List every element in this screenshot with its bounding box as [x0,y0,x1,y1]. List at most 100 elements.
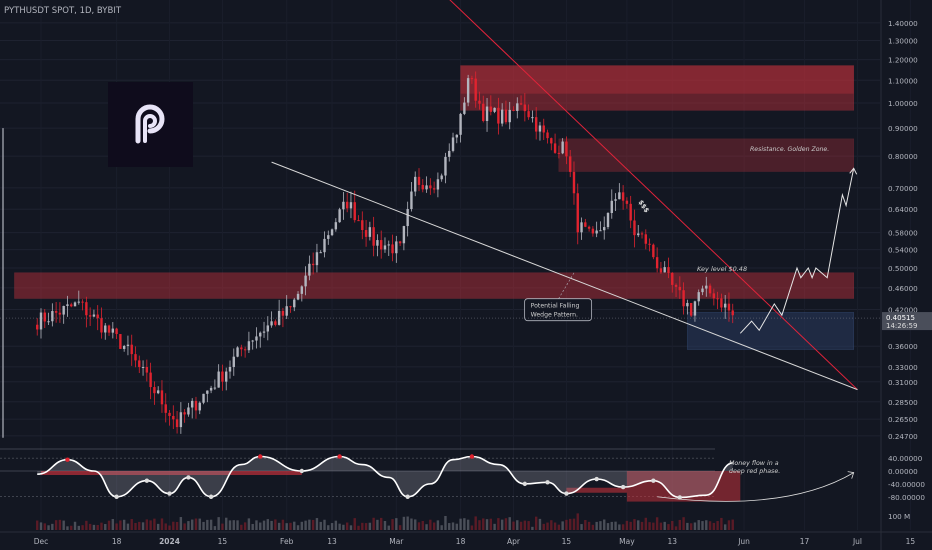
candle [349,202,353,209]
volume-bar [463,518,466,530]
volume-bar [70,525,73,530]
candle [387,244,390,246]
volume-bar [606,523,610,530]
candle [410,191,413,210]
candle [209,387,213,391]
volume-bar [323,519,326,530]
volume-bar [712,522,716,530]
time-axis[interactable]: Dec 18 2024 15 Feb 13 Mar 18 Apr 15 May 13 Jun 17 Jul 1… [0,531,932,546]
candle [603,227,606,231]
candle [489,106,493,112]
volume-bar [640,521,644,530]
candle [429,185,432,189]
time-tick: Apr [507,537,521,546]
candle [459,113,462,135]
candle [77,301,80,303]
price-tick: 0.64000 [888,205,918,214]
volume-bar [36,520,39,530]
projection [739,167,858,334]
projection-arrow [849,167,858,175]
volume-bar [319,521,322,530]
volume-bar [353,518,356,530]
volume-bar [119,520,122,530]
money-flow-dot [469,454,475,459]
candle [100,318,103,333]
candle [130,344,133,355]
candle [470,78,474,80]
volume-bar [565,519,568,530]
candle [88,315,92,317]
candle [508,109,511,123]
candle [527,111,530,118]
candle [153,387,156,394]
candle [599,230,602,232]
money-flow-dot [620,484,626,490]
volume-bar [550,520,553,530]
volume-bar [682,517,685,530]
candle [678,286,682,291]
time-tick: 18 [456,537,466,546]
volume-bar [168,525,171,530]
volume-bar [614,521,617,530]
volume-bar [187,521,190,530]
time-tick: 17 [800,537,810,546]
volume-bar [357,525,360,530]
blue-zone [687,312,855,350]
volume-bar [519,521,523,530]
volume-bar [255,520,258,530]
candle [262,331,266,333]
volume-bar [417,522,421,530]
wedge-callout [524,298,593,322]
volume-bar [270,520,273,530]
candle [701,288,704,293]
volume-bar [542,523,545,530]
volume-bar [153,518,156,530]
candle [667,267,670,273]
candle [417,176,421,185]
volume-bar [504,518,508,530]
volume-bar [655,517,659,530]
money-flow-dot [677,495,683,500]
candle [243,349,247,351]
volume-bar [274,519,277,530]
money-flow-dot [564,491,569,496]
candle [289,306,292,308]
volume-bar [523,520,527,530]
volume-bar [217,517,220,530]
money-flow-dot [258,454,263,459]
volume-bar [466,519,470,530]
candle [47,321,50,323]
candle [406,209,409,227]
volume-bar [296,525,300,530]
volume-bar [674,526,678,530]
volume-bar [569,518,572,530]
osc-tick: 40.00000 [888,454,923,463]
candle [395,241,398,254]
candle [270,321,273,326]
candle [561,141,564,154]
time-tick: 15 [218,537,228,546]
candle [671,272,674,285]
candle [372,227,375,246]
volume-bar [553,522,557,530]
volume-bar [92,524,96,530]
volume-bar [277,522,281,530]
volume-bar [115,523,118,530]
candle [247,341,251,351]
candle [580,222,583,233]
volume-bar [372,517,375,530]
volume-bar [160,518,164,530]
volume-bar [478,520,481,530]
volume-bar [156,523,160,530]
candle [172,415,175,420]
candle [587,226,591,229]
volume-bar [130,519,133,530]
candle [618,192,621,200]
last-price-countdown: 14:26:59 [886,322,917,330]
volume-bar [232,520,235,530]
volume-bar [383,521,387,530]
candle [293,299,296,308]
volume-bar [315,518,319,530]
